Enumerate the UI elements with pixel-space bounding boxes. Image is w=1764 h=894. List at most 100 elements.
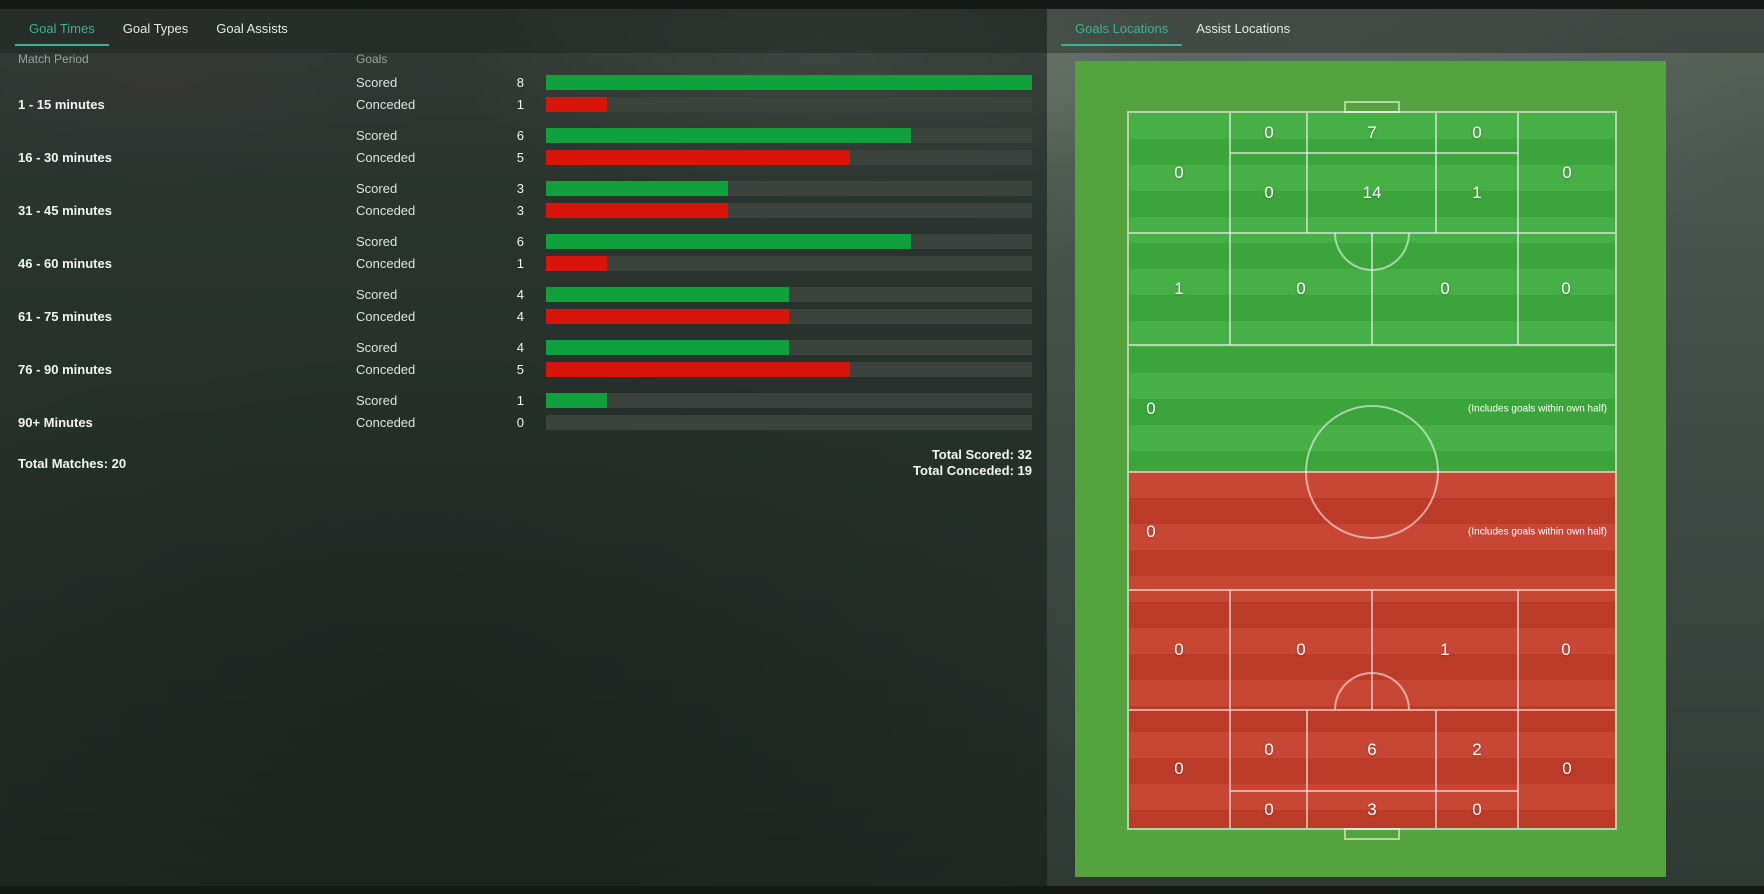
zone-count-conceded: 1 [1440, 640, 1450, 659]
tab-goal-types[interactable]: Goal Types [122, 21, 189, 36]
pitch-line [1371, 233, 1373, 345]
scored-row: Scored 4 [356, 337, 1032, 359]
pitch-line [1517, 590, 1519, 828]
tab-goals-locations[interactable]: Goals Locations [1061, 9, 1182, 46]
scored-row: Scored 6 [356, 125, 1032, 147]
total-conceded: Total Conceded: 19 [913, 463, 1032, 478]
zone-count-scored: 1 [1174, 279, 1184, 298]
scored-bar-track [546, 128, 1032, 144]
zone-count-scored: 0 [1174, 163, 1184, 182]
zone-count-conceded: 0 [1472, 800, 1482, 819]
tab-goal-times[interactable]: Goal Times [15, 9, 109, 46]
conceded-row: Conceded 1 [356, 253, 1032, 275]
scored-value: 6 [516, 128, 524, 144]
zone-count-scored: 0 [1561, 279, 1571, 298]
scored-label: Scored [356, 393, 398, 409]
zone-count-conceded: 2 [1472, 740, 1482, 759]
conceded-value: 4 [516, 308, 524, 324]
period-label: 31 - 45 minutes [18, 202, 112, 218]
conceded-value: 3 [516, 202, 524, 218]
scored-bar-fill [546, 128, 911, 144]
pitch-line [1129, 344, 1615, 346]
goal-bottom [1344, 828, 1400, 840]
period-label: 16 - 30 minutes [18, 149, 112, 165]
six-yard-line [1230, 152, 1518, 154]
conceded-row: Conceded 0 [356, 412, 1032, 434]
period-label: 90+ Minutes [18, 414, 93, 430]
zone-count-conceded: 0 [1562, 759, 1572, 778]
own-half-note: (Includes goals within own half) [1468, 526, 1607, 538]
total-matches: Total Matches: 20 [18, 455, 127, 471]
zone-count-scored: 7 [1367, 123, 1377, 142]
conceded-label: Conceded [356, 308, 416, 324]
conceded-bar-fill [546, 202, 729, 218]
tab-goal-assists[interactable]: Goal Assists [216, 21, 288, 36]
pitch-line [1306, 710, 1308, 828]
pitch-line [1306, 113, 1308, 233]
zone-count-scored: 0 [1440, 279, 1450, 298]
zone-count-conceded: 3 [1367, 800, 1377, 819]
scored-value: 3 [516, 181, 524, 197]
scored-bar-track [546, 393, 1032, 409]
conceded-bar-fill [546, 255, 607, 271]
pitch-line [1435, 710, 1437, 828]
pitch-line [1435, 113, 1437, 233]
tab-assist-locations[interactable]: Assist Locations [1196, 21, 1291, 36]
goals-header: Goals [356, 52, 388, 66]
conceded-row: Conceded 4 [356, 306, 1032, 328]
period-group: 76 - 90 minutes Scored 4 Conceded 5 [18, 337, 1032, 380]
conceded-row: Conceded 3 [356, 200, 1032, 222]
scored-bar-fill [546, 340, 789, 356]
scored-bar-fill [546, 287, 789, 303]
zone-count-conceded: 0 [1174, 640, 1184, 659]
scored-label: Scored [356, 181, 398, 197]
scored-bar-track [546, 75, 1032, 91]
pitch-line [1229, 113, 1231, 345]
period-label: 46 - 60 minutes [18, 255, 112, 271]
scored-row: Scored 1 [356, 390, 1032, 412]
conceded-bar-track [546, 149, 1032, 165]
scored-label: Scored [356, 128, 398, 144]
zone-count-scored: 0 [1472, 123, 1482, 142]
zone-count-conceded: 0 [1146, 522, 1156, 541]
scored-bar-fill [546, 75, 1032, 91]
conceded-value: 0 [516, 414, 524, 430]
conceded-bar-track [546, 202, 1032, 218]
period-group: 16 - 30 minutes Scored 6 Conceded 5 [18, 125, 1032, 168]
conceded-value: 1 [516, 255, 524, 271]
scored-value: 4 [516, 340, 524, 356]
scored-bar-track [546, 234, 1032, 250]
totals-row: Total Matches: 20 Total Scored: 32 Total… [18, 447, 1032, 479]
conceded-bar-track [546, 414, 1032, 430]
scored-bar-fill [546, 393, 607, 409]
goal-top [1344, 101, 1400, 113]
zone-count-conceded: 0 [1561, 640, 1571, 659]
conceded-bar-track [546, 255, 1032, 271]
goal-locations-panel: 0 0 7 0 0 14 1 0 1 0 0 0 0 (Includes goa… [1075, 61, 1666, 877]
period-group: 1 - 15 minutes Scored 8 Conceded 1 [18, 72, 1032, 115]
conceded-bar-track [546, 361, 1032, 377]
scored-bar-fill [546, 234, 911, 250]
total-scored: Total Scored: 32 [931, 447, 1032, 462]
pitch-line [1517, 113, 1519, 345]
conceded-row: Conceded 5 [356, 147, 1032, 169]
conceded-value: 5 [516, 149, 524, 165]
conceded-bar-fill [546, 149, 850, 165]
period-group: 31 - 45 minutes Scored 3 Conceded 3 [18, 178, 1032, 221]
conceded-label: Conceded [356, 96, 416, 112]
zone-count-scored: 0 [1562, 163, 1572, 182]
conceded-bar-fill [546, 308, 789, 324]
top-edge [0, 0, 1764, 9]
zone-count-scored: 0 [1296, 279, 1306, 298]
conceded-label: Conceded [356, 361, 416, 377]
scored-value: 6 [516, 234, 524, 250]
zone-count-scored: 0 [1264, 183, 1274, 202]
match-period-header: Match Period [18, 52, 89, 66]
table-header: Match Period Goals [18, 52, 1032, 68]
conceded-row: Conceded 5 [356, 359, 1032, 381]
scored-row: Scored 6 [356, 231, 1032, 253]
goal-times-table: Match Period Goals 1 - 15 minutes Scored… [18, 52, 1032, 479]
conceded-label: Conceded [356, 149, 416, 165]
scored-value: 1 [516, 393, 524, 409]
